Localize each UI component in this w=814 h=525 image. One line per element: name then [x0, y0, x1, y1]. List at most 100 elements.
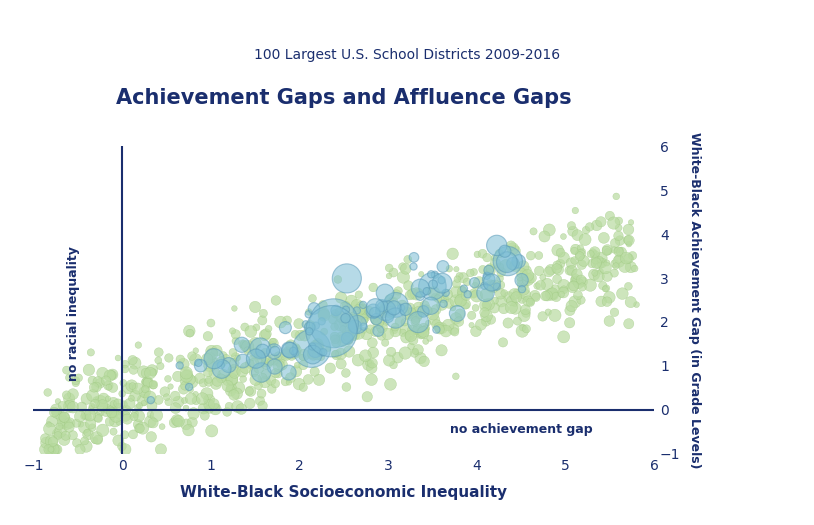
Point: [596, 281, 609, 290]
Point: [566, 266, 579, 275]
Point: [84, 411, 97, 419]
Point: [80, 410, 93, 418]
Point: [379, 318, 392, 327]
Point: [325, 327, 338, 335]
Point: [315, 348, 328, 356]
Point: [359, 352, 372, 360]
Point: [357, 326, 370, 334]
Point: [154, 362, 167, 370]
Point: [262, 324, 275, 333]
Point: [119, 360, 132, 369]
Point: [105, 371, 118, 380]
Point: [603, 317, 616, 326]
Point: [221, 382, 234, 390]
Point: [400, 325, 413, 333]
Point: [619, 254, 632, 262]
Point: [313, 375, 326, 384]
Point: [478, 308, 491, 317]
Point: [291, 361, 304, 369]
Point: [150, 411, 163, 419]
Point: [180, 372, 193, 381]
Point: [138, 388, 151, 396]
Point: [199, 412, 212, 420]
Point: [105, 408, 118, 417]
Text: no racial inequality: no racial inequality: [67, 246, 80, 381]
Point: [569, 245, 582, 254]
Point: [141, 379, 154, 387]
Point: [260, 370, 273, 378]
Point: [361, 393, 374, 401]
Point: [510, 288, 523, 297]
Point: [317, 328, 330, 336]
Point: [612, 224, 625, 232]
Point: [215, 374, 228, 383]
Point: [603, 212, 616, 220]
Point: [347, 330, 360, 338]
Point: [50, 429, 63, 438]
Point: [519, 309, 532, 317]
Point: [612, 255, 625, 263]
Point: [137, 396, 150, 404]
Point: [567, 227, 580, 235]
Point: [217, 351, 230, 360]
Point: [345, 315, 358, 323]
Point: [69, 379, 82, 387]
Point: [497, 289, 510, 297]
Point: [126, 382, 139, 390]
Point: [518, 311, 531, 320]
Point: [409, 347, 422, 355]
Point: [515, 269, 528, 277]
Point: [610, 192, 623, 201]
Point: [589, 256, 602, 264]
Point: [398, 318, 411, 327]
Point: [78, 437, 91, 445]
Point: [186, 418, 199, 426]
Point: [144, 417, 157, 426]
Point: [236, 357, 249, 365]
Point: [450, 265, 463, 274]
Point: [252, 382, 265, 390]
Point: [484, 264, 497, 272]
Point: [196, 394, 209, 403]
Point: [461, 278, 474, 286]
Point: [138, 399, 151, 407]
Point: [490, 241, 503, 249]
Point: [96, 369, 109, 377]
Point: [136, 424, 149, 432]
Point: [139, 369, 152, 377]
Point: [495, 297, 508, 306]
Point: [478, 281, 491, 290]
Point: [493, 274, 506, 282]
Point: [92, 414, 105, 423]
Point: [449, 314, 462, 322]
Point: [310, 351, 323, 360]
Point: [231, 354, 244, 362]
Point: [571, 291, 584, 299]
Point: [419, 324, 432, 333]
Point: [112, 354, 125, 362]
Point: [573, 252, 586, 260]
Point: [550, 275, 563, 284]
Point: [499, 261, 512, 270]
Point: [239, 364, 252, 372]
Point: [480, 271, 493, 280]
Point: [63, 400, 77, 408]
Point: [200, 355, 213, 363]
Point: [389, 301, 402, 309]
Point: [67, 403, 80, 412]
Point: [409, 316, 422, 324]
Point: [486, 282, 499, 291]
Point: [453, 272, 466, 280]
Point: [365, 364, 379, 372]
Point: [554, 248, 567, 257]
Point: [575, 260, 589, 269]
Point: [162, 354, 175, 362]
Point: [183, 329, 196, 338]
Point: [336, 337, 349, 345]
Point: [436, 262, 449, 271]
Point: [272, 352, 285, 360]
Point: [575, 283, 589, 291]
Point: [328, 333, 341, 341]
Point: [217, 371, 230, 379]
Point: [160, 393, 173, 401]
